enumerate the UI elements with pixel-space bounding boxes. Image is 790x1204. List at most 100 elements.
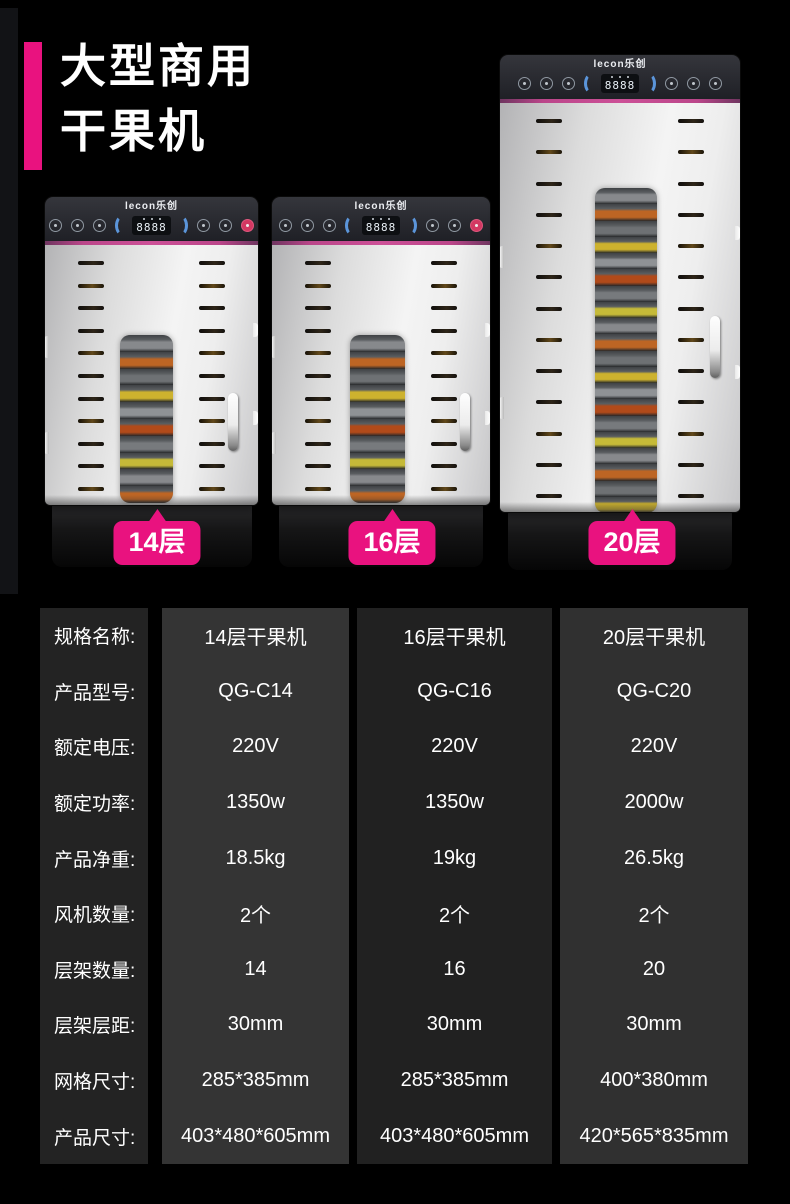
spec-value-cell: QG-C20 <box>616 679 692 702</box>
layer-count-bubble: 20层 <box>588 508 676 566</box>
door-hinge <box>272 432 276 455</box>
spec-value-cell: 285*385mm <box>201 1069 310 1092</box>
vent-slot <box>536 400 562 405</box>
vent-slot <box>305 441 331 446</box>
display-right-arc-icon <box>173 215 188 236</box>
display-dot <box>142 218 145 220</box>
food-tray <box>120 335 173 352</box>
spec-row-label: 额定功率: <box>54 794 136 816</box>
vent-slot <box>431 351 457 356</box>
spec-value-cell: QG-C16 <box>417 679 492 702</box>
vent-slot <box>199 486 225 491</box>
vent-slot <box>78 261 104 265</box>
door-handle <box>228 393 238 451</box>
spec-row-label: 产品型号: <box>54 682 136 704</box>
food-tray <box>120 469 173 487</box>
vent-slot <box>536 181 562 186</box>
spec-value-cell: 1350w <box>226 791 285 814</box>
door-hinge <box>500 397 504 420</box>
vent-slot <box>678 275 704 280</box>
vent-slot <box>431 396 457 401</box>
food-tray <box>350 385 405 403</box>
control-icon <box>278 219 292 232</box>
vent-slot <box>678 306 704 311</box>
spec-value-cell: 16 <box>443 957 466 980</box>
vent-slot <box>678 150 704 155</box>
spec-value-cell: 1350w <box>425 791 484 814</box>
control-icon <box>93 219 107 232</box>
display-left-arc-icon <box>344 215 360 236</box>
vent-slot <box>305 351 331 356</box>
display-dots <box>142 218 161 220</box>
spec-value-cell: 16层干果机 <box>403 627 506 650</box>
digital-display: 8888 <box>344 215 418 236</box>
food-tray <box>595 448 657 465</box>
control-icons-row: 8888 <box>49 215 254 236</box>
vent-column-right <box>678 119 704 498</box>
vent-slot <box>199 419 225 424</box>
door-latch <box>735 225 740 240</box>
vent-slot <box>305 419 331 424</box>
spec-value-cell: 2个 <box>438 905 471 928</box>
display-dot <box>611 76 613 78</box>
food-tray <box>595 431 657 448</box>
machine-body <box>500 103 740 512</box>
body-bottom-shade <box>500 502 740 512</box>
food-tray <box>350 469 405 487</box>
spec-row-label: 网格尺寸: <box>54 1072 136 1094</box>
food-tray <box>595 318 657 335</box>
vent-column-left <box>536 119 562 498</box>
spec-row-label: 产品尺寸: <box>54 1127 136 1149</box>
food-tray <box>595 285 657 302</box>
food-tray <box>350 351 405 369</box>
spec-value-cell: 18.5kg <box>225 846 286 869</box>
spec-value-cell: 14 <box>244 957 267 980</box>
door-window <box>595 188 657 512</box>
display-dot <box>380 218 382 220</box>
vent-slot <box>431 261 457 265</box>
vent-slot <box>678 494 704 498</box>
panel-accent-stripe <box>272 241 490 245</box>
vent-slot <box>78 441 104 446</box>
door-latch <box>253 323 258 337</box>
vent-slot <box>536 212 562 217</box>
vent-slot <box>199 328 225 333</box>
spec-value-cell: 30mm <box>227 1013 284 1036</box>
spec-value-cell: 20 <box>642 957 666 980</box>
vent-slot <box>431 283 457 288</box>
vent-slot <box>431 306 457 311</box>
spec-value-cell: 14层干果机 <box>204 627 307 650</box>
spec-value-column-1: 14层干果机 QG-C14 220V 1350w 18.5kg 2个 14 30mm 285*3… <box>162 608 349 1164</box>
machine-cabinet: lecon乐创 8888 <box>272 197 490 505</box>
vent-slot <box>536 275 562 280</box>
spec-value-cell: QG-C14 <box>218 679 293 702</box>
spec-value-column-3: 20层干果机 QG-C20 220V 2000w 26.5kg 2个 20 30mm 400*3… <box>560 608 748 1164</box>
spec-value-cell: 400*380mm <box>600 1069 708 1092</box>
door-hinge <box>272 336 276 358</box>
spec-value-cell: 20层干果机 <box>602 627 706 650</box>
vent-slot <box>431 419 457 424</box>
vent-slot <box>78 306 104 311</box>
spec-value-cell: 26.5kg <box>623 846 685 869</box>
machine-body <box>45 245 258 505</box>
vent-slot <box>305 283 331 288</box>
body-bottom-shade <box>272 495 490 505</box>
door-window <box>120 335 173 503</box>
spec-value-cell: 2个 <box>638 905 670 928</box>
vent-column-right <box>431 261 457 491</box>
display-digits: 8888 <box>365 221 397 234</box>
display-dot <box>158 218 161 220</box>
dried-fruit-machine: lecon乐创 8888 <box>45 197 258 505</box>
vent-slot <box>305 306 331 311</box>
machine-cabinet: lecon乐创 8888 <box>500 55 740 512</box>
layer-count-bubble: 14层 <box>113 508 201 566</box>
layer-count-bubble: 16层 <box>348 508 436 566</box>
vent-slot <box>199 306 225 311</box>
vent-slot <box>536 431 562 436</box>
spec-row-label: 产品净重: <box>54 849 136 871</box>
vent-slot <box>536 494 562 498</box>
control-icon <box>561 77 575 90</box>
panel-accent-stripe <box>45 241 258 245</box>
food-tray <box>595 204 657 221</box>
spec-row-label: 层架层距: <box>54 1016 136 1038</box>
